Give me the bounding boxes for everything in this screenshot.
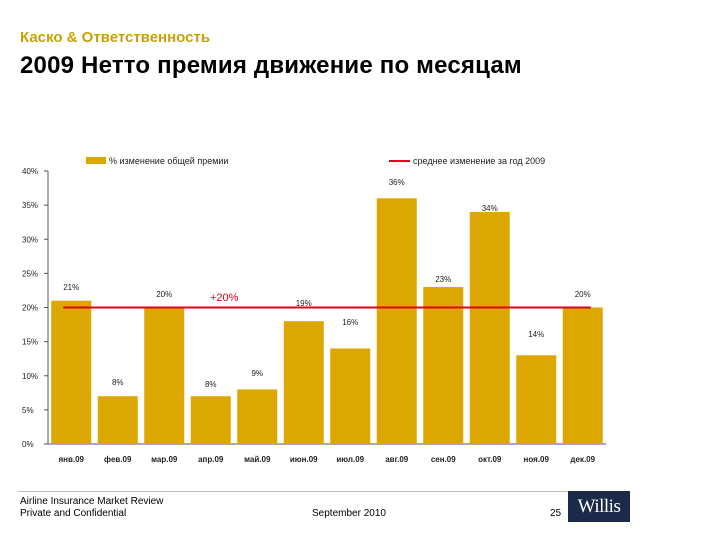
y-tick-label: 30% <box>22 235 38 244</box>
x-tick-label: ноя.09 <box>524 455 550 464</box>
x-tick-label: янв.09 <box>58 455 84 464</box>
average-line-label: +20% <box>210 292 239 304</box>
y-tick-label: 20% <box>22 304 38 313</box>
bar-data-label: 34% <box>482 204 498 213</box>
bar-data-label: 20% <box>575 290 591 299</box>
y-tick-label: 25% <box>22 269 38 278</box>
x-tick-label: июн.09 <box>290 455 318 464</box>
bar-data-label: 8% <box>205 380 217 389</box>
footer-report-name: Airline Insurance Market Review <box>20 496 164 507</box>
x-tick-label: мар.09 <box>151 455 178 464</box>
bar <box>144 307 185 444</box>
bar-chart: 0% 5% 10% 15% 20% 25% 30% 35% 40% 21% янв.09 8% фев.… <box>22 156 606 464</box>
x-tick-label: апр.09 <box>198 455 224 464</box>
page-number: 25 <box>550 508 562 519</box>
x-tick-label: май.09 <box>244 455 271 464</box>
x-tick-label: дек.09 <box>570 455 595 464</box>
bar-data-label: 36% <box>389 178 405 187</box>
bar <box>330 348 371 444</box>
bar-data-label: 8% <box>112 378 124 387</box>
legend-swatch-bars <box>86 157 106 164</box>
bar-data-label: 21% <box>63 283 79 292</box>
bar <box>283 321 324 444</box>
x-tick-label: фев.09 <box>104 455 132 464</box>
bar <box>190 396 231 444</box>
x-tick-label: сен.09 <box>431 455 456 464</box>
slide-subtitle: Каско & Ответственность <box>20 29 211 46</box>
bar <box>469 211 510 444</box>
bar <box>376 198 417 444</box>
bar <box>516 355 557 444</box>
y-tick-label: 15% <box>22 338 38 347</box>
y-tick-label: 0% <box>22 440 34 449</box>
willis-logo: Willis <box>568 491 630 522</box>
bar <box>562 307 603 444</box>
bar-data-label: 19% <box>296 299 312 308</box>
footer-date: September 2010 <box>312 508 386 519</box>
y-tick-label: 35% <box>22 201 38 210</box>
legend-label-average: среднее изменение за год 2009 <box>413 156 545 166</box>
bar-data-label: 23% <box>435 275 451 284</box>
y-tick-label: 5% <box>22 406 34 415</box>
footer-divider <box>18 491 630 492</box>
slide-title: 2009 Нетто премия движение по месяцам <box>20 52 522 79</box>
bar <box>423 287 464 444</box>
bar <box>51 300 92 444</box>
x-tick-label: июл.09 <box>336 455 364 464</box>
bar-data-label: 16% <box>342 318 358 327</box>
x-tick-label: авг.09 <box>385 455 409 464</box>
bar <box>97 396 138 444</box>
footer-confidential: Private and Confidential <box>20 508 127 519</box>
bar-data-label: 14% <box>528 330 544 339</box>
y-tick-label: 40% <box>22 167 38 176</box>
bar-data-label: 9% <box>251 369 263 378</box>
bar-data-label: 20% <box>156 290 172 299</box>
footer-info: Airline Insurance Market Review Private … <box>20 496 163 520</box>
bar <box>237 389 278 444</box>
y-tick-label: 10% <box>22 372 38 381</box>
legend-label-bars: % изменение общей премии <box>109 156 228 166</box>
x-tick-label: окт.09 <box>478 455 502 464</box>
